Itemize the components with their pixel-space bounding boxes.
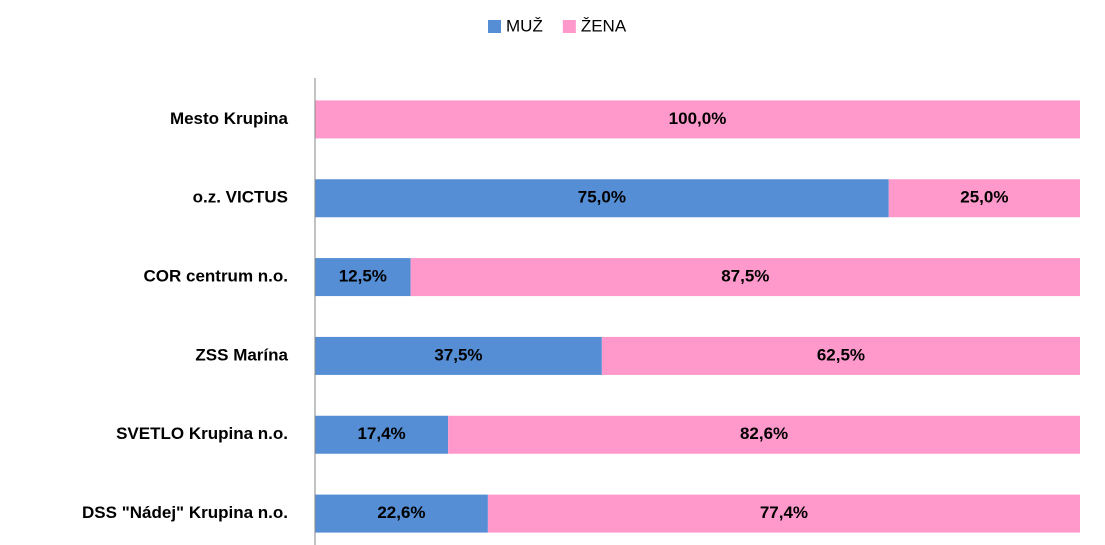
bar-segment	[410, 258, 1080, 297]
data-label: 37,5%	[434, 345, 482, 364]
data-label: 62,5%	[817, 345, 865, 364]
data-label: 77,4%	[760, 503, 808, 522]
bar-segment	[315, 415, 449, 454]
category-label: o.z. VICTUS	[193, 188, 288, 207]
category-label: Mesto Krupina	[170, 109, 289, 128]
bar-segment	[487, 494, 1080, 533]
data-label: 82,6%	[740, 424, 788, 443]
bar-segment	[601, 336, 1080, 375]
bar-segment	[315, 100, 1080, 139]
bar-segment	[315, 336, 602, 375]
data-label: 12,5%	[339, 267, 387, 286]
data-label: 100,0%	[669, 109, 727, 128]
data-label: 75,0%	[578, 188, 626, 207]
bar-segment	[315, 258, 411, 297]
legend-label: ŽENA	[581, 16, 627, 35]
data-label: 25,0%	[960, 188, 1008, 207]
category-label: DSS "Nádej" Krupina n.o.	[82, 503, 288, 522]
bar-segment	[315, 494, 488, 533]
category-label: SVETLO Krupina n.o.	[116, 424, 288, 443]
category-label: ZSS Marína	[195, 345, 288, 364]
legend-swatch	[562, 20, 576, 33]
data-label: 22,6%	[377, 503, 425, 522]
legend-label: MUŽ	[506, 16, 543, 35]
data-label: 87,5%	[721, 267, 769, 286]
bar-segment	[448, 415, 1080, 454]
category-label: COR centrum n.o.	[143, 267, 288, 286]
data-label: 17,4%	[357, 424, 405, 443]
legend-swatch	[488, 20, 501, 33]
bar-segment	[315, 179, 889, 218]
bar-segment	[888, 179, 1080, 218]
